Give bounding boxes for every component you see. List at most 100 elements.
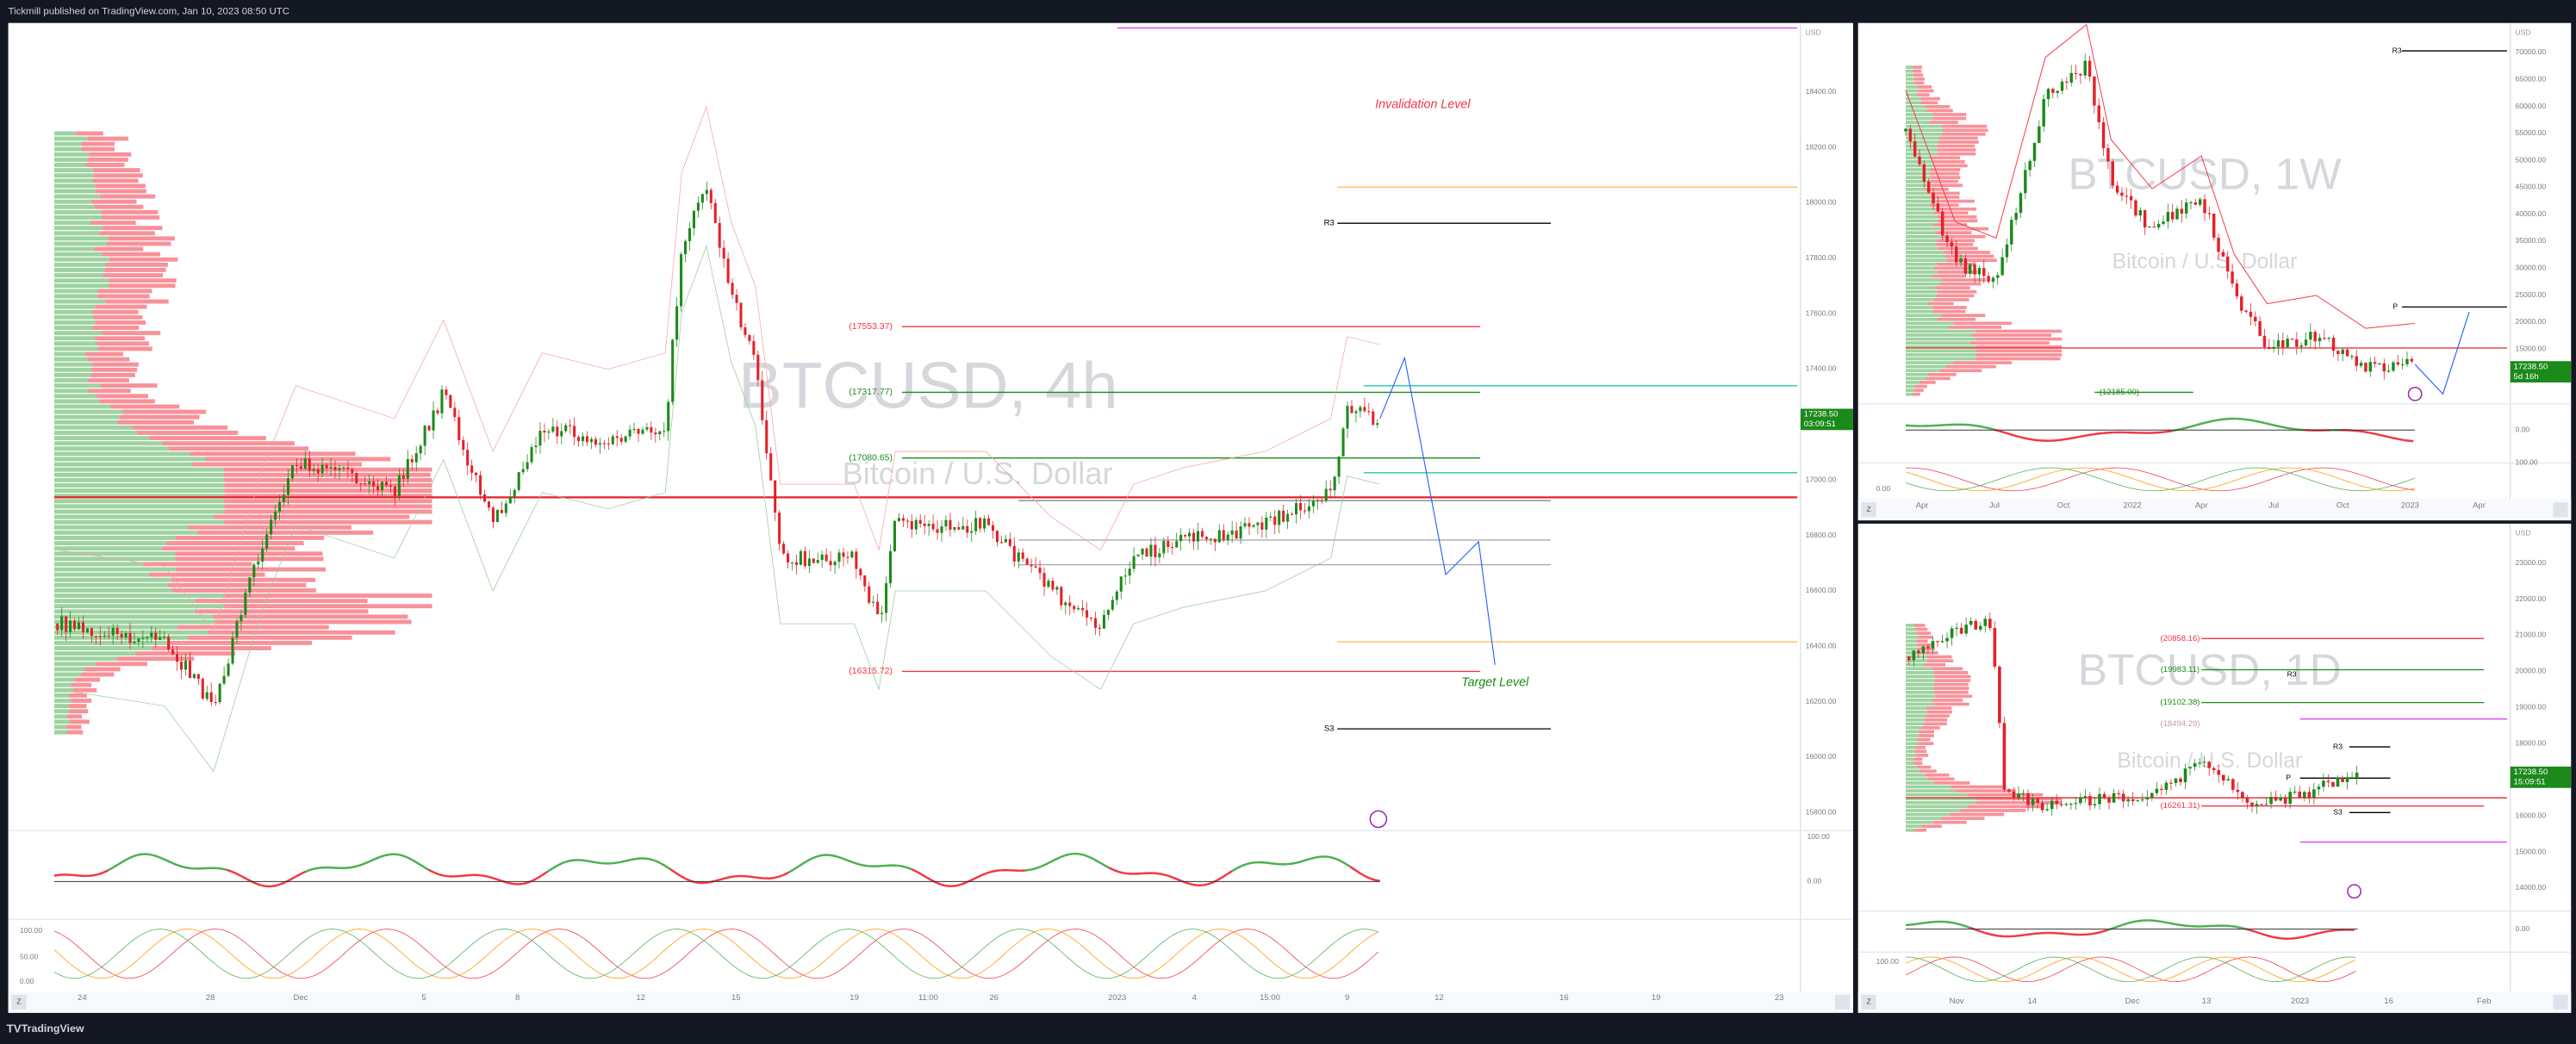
volume-profile-down <box>1914 749 1927 754</box>
oscillator-line <box>2319 930 2325 935</box>
candle-body <box>1983 618 1988 626</box>
annotation-label: (20858.16) <box>2160 634 2200 643</box>
candle-body <box>1346 406 1349 429</box>
oscillator-line <box>2181 426 2187 431</box>
candle-body <box>2245 797 2249 803</box>
oscillator-line <box>2156 919 2162 923</box>
candle-body <box>1988 618 1992 629</box>
auto-scale-button[interactable] <box>2553 502 2568 518</box>
volume-profile-up <box>53 152 90 157</box>
oscillator-line <box>2255 419 2262 424</box>
candle-body <box>1311 500 1315 506</box>
alert-icon[interactable] <box>2347 884 2361 899</box>
price-tick-label: 22000.00 <box>2515 594 2546 603</box>
oscillator-line <box>2270 935 2276 939</box>
candle-body <box>936 529 939 533</box>
candle-body <box>538 431 542 446</box>
candle-body <box>1213 538 1216 543</box>
annotation-label: Invalidation Level <box>1375 98 1471 112</box>
zoom-button[interactable] <box>1861 502 1876 518</box>
volume-profile-up <box>53 656 118 662</box>
candle-body <box>782 544 786 554</box>
volume-profile-down <box>1918 635 1933 639</box>
volume-profile-down <box>205 457 391 462</box>
oscillator-line <box>1202 883 1208 886</box>
oscillator-line <box>1207 881 1213 886</box>
oscillator-line <box>1113 868 1120 873</box>
candle-body <box>517 472 520 490</box>
volume-profile-up <box>53 383 101 388</box>
volume-profile-up <box>53 499 225 504</box>
candle-body <box>2136 800 2140 802</box>
volume-profile-up <box>1905 388 1914 392</box>
volume-profile-down <box>84 351 124 357</box>
volume-profile-up <box>53 414 120 419</box>
price-tick-label: 30000.00 <box>2515 264 2546 272</box>
candle-body <box>790 562 794 563</box>
oscillator-line <box>507 881 513 886</box>
candle-body <box>205 692 208 699</box>
volume-profile-up <box>53 141 82 146</box>
candle-body <box>1955 627 1958 629</box>
alert-icon[interactable] <box>1369 810 1388 829</box>
candle-body <box>1017 552 1020 562</box>
candle-body <box>1354 411 1358 413</box>
oscillator-line <box>310 867 316 871</box>
candle-body <box>1926 181 1931 193</box>
candle-body <box>248 577 252 593</box>
volume-profile-down <box>224 494 432 499</box>
auto-scale-button[interactable] <box>1834 994 1851 1010</box>
candle-body <box>2299 345 2303 347</box>
annotation-label: (12185.00) <box>2100 388 2139 397</box>
auto-scale-button[interactable] <box>2553 994 2568 1010</box>
volume-profile-down <box>1933 211 1969 215</box>
volume-profile-up <box>53 719 71 724</box>
volume-profile-up <box>53 346 99 351</box>
price-tick-label: 16400.00 <box>1806 642 1837 650</box>
volume-profile-down <box>70 719 90 724</box>
volume-profile-down <box>1928 372 1957 376</box>
volume-profile-down <box>76 131 103 136</box>
annotation-label: S3 <box>1324 724 1335 734</box>
price-tag <box>1800 408 1853 431</box>
candle-body <box>1106 609 1110 615</box>
candle-body <box>1167 540 1170 548</box>
candle-body <box>2036 799 2039 803</box>
volume-profile-up <box>53 157 88 162</box>
volume-profile-down <box>1925 773 1950 777</box>
volume-profile-down <box>98 346 152 351</box>
volume-profile-down <box>1936 243 1974 246</box>
volume-profile-down <box>190 451 356 457</box>
volume-profile-up <box>53 494 225 499</box>
volume-profile-up <box>1905 179 1930 183</box>
volume-profile-up <box>1905 270 1938 274</box>
volume-profile-up <box>1905 234 1942 239</box>
volume-profile-up <box>1905 643 1918 647</box>
candle-body <box>167 637 171 650</box>
candle-body <box>2272 346 2275 349</box>
oscillator-line <box>1369 877 1376 881</box>
candle-body <box>1093 618 1098 628</box>
zoom-button[interactable] <box>1861 994 1876 1010</box>
volume-profile-up <box>53 646 152 650</box>
alert-icon[interactable] <box>2407 386 2423 401</box>
volume-profile-up <box>1905 624 1915 627</box>
candle-body <box>761 380 764 420</box>
candle-body <box>2235 283 2239 297</box>
candle-body <box>1908 128 1913 142</box>
volume-profile-down <box>91 178 139 183</box>
header-text: Tickmill published on TradingView.com, J… <box>9 6 289 16</box>
oscillator-line <box>2127 921 2133 925</box>
oscillator-line <box>778 873 785 879</box>
candle-body <box>1021 552 1024 559</box>
volume-profile-down <box>1930 191 1960 196</box>
oscillator-line <box>2093 432 2099 436</box>
indicator-tick-label: 100.00 <box>2515 458 2537 467</box>
annotation-label: (19102.38) <box>2160 698 2200 707</box>
time-tick-label: Apr <box>2473 500 2486 510</box>
candle-body <box>1303 510 1306 512</box>
volume-profile-down <box>1917 643 1932 647</box>
zoom-button[interactable] <box>11 994 27 1010</box>
oscillator-line <box>1030 867 1036 871</box>
candle-body <box>1158 553 1161 557</box>
